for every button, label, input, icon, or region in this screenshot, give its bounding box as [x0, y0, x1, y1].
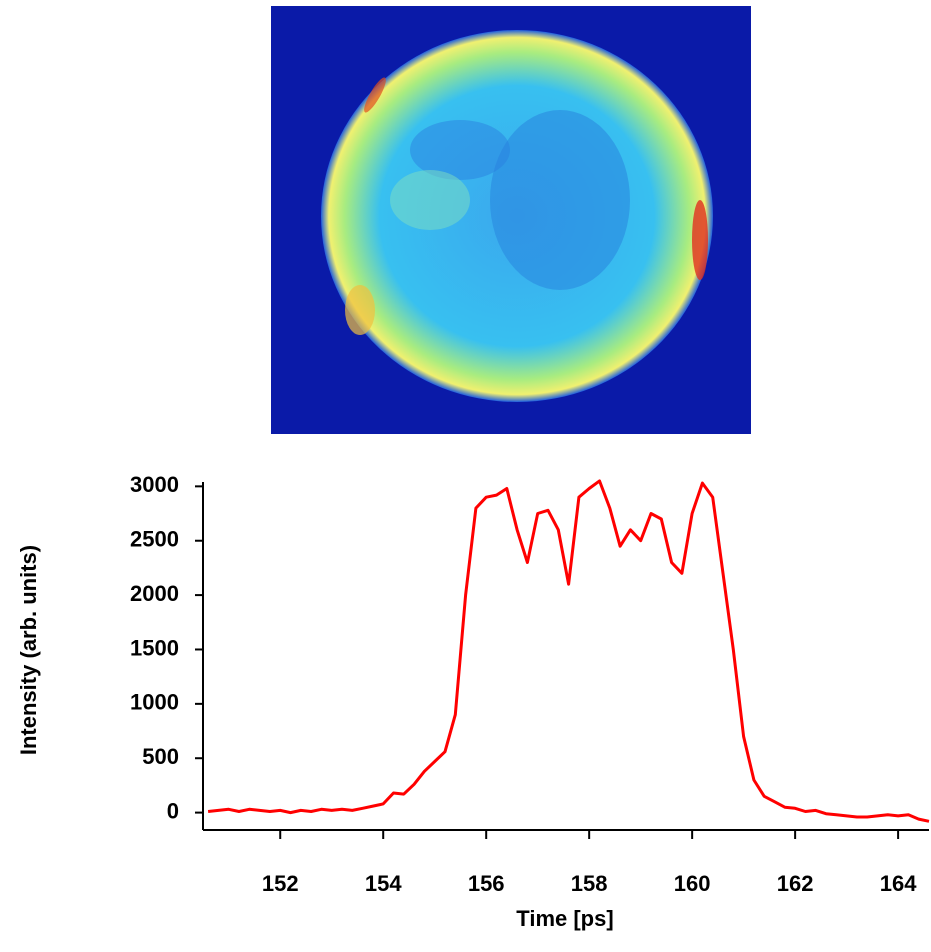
y-tick-label: 500	[142, 744, 179, 769]
x-tick-label: 156	[468, 871, 505, 896]
x-tick-label: 162	[777, 871, 814, 896]
x-tick-label: 160	[674, 871, 711, 896]
data-line	[207, 479, 930, 823]
x-axis-label: Time [ps]	[516, 906, 613, 931]
y-tick-label: 3000	[130, 472, 179, 497]
y-tick-label: 2500	[130, 527, 179, 552]
x-tick-label: 158	[571, 871, 608, 896]
y-tick-label: 1000	[130, 690, 179, 715]
x-tick-label: 154	[365, 871, 402, 896]
y-tick-label: 2000	[130, 581, 179, 606]
y-tick-label: 0	[167, 798, 179, 823]
y-tick-label: 1500	[130, 635, 179, 660]
y-axis-label: Intensity (arb. units)	[16, 545, 41, 755]
beam-image	[271, 6, 751, 434]
x-tick-label: 152	[262, 871, 299, 896]
x-tick-label: 164	[880, 871, 917, 896]
